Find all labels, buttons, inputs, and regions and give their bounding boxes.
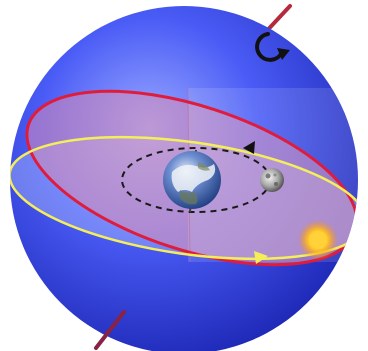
ecliptic-line bbox=[10, 135, 358, 261]
rotation-arrow-icon bbox=[255, 32, 290, 62]
orbit-direction-arrow-icon bbox=[243, 141, 255, 154]
moon-icon bbox=[260, 168, 284, 192]
earth-icon bbox=[163, 149, 221, 213]
rotation-axis-bottom bbox=[94, 310, 126, 350]
sun-icon bbox=[298, 220, 338, 260]
ecliptic-direction-arrow-icon bbox=[254, 251, 268, 264]
